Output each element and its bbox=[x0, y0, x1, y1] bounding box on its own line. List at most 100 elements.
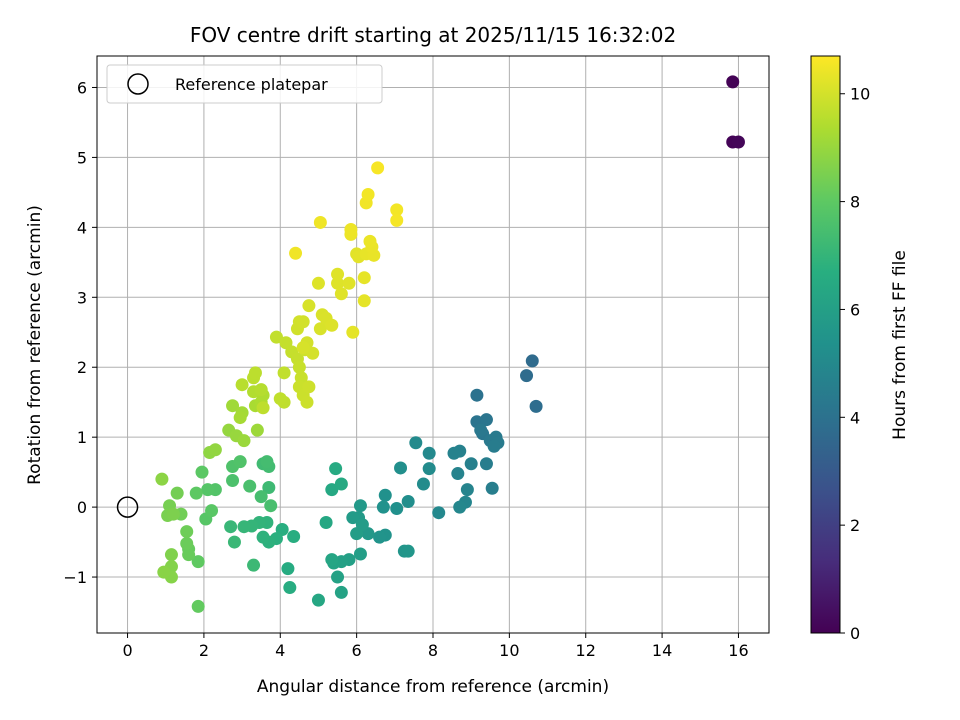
data-point bbox=[311, 593, 325, 607]
data-point bbox=[283, 581, 297, 595]
data-point bbox=[394, 461, 408, 475]
data-point bbox=[233, 411, 247, 425]
y-axis-ticks: −1 0 1 2 3 4 5 6 bbox=[63, 78, 97, 587]
x-tick-label: 0 bbox=[122, 641, 132, 660]
y-tick-label: −1 bbox=[63, 568, 87, 587]
data-point bbox=[300, 395, 314, 409]
x-tick-label: 4 bbox=[275, 641, 285, 660]
data-point bbox=[224, 520, 238, 534]
data-point bbox=[453, 500, 467, 514]
data-point bbox=[342, 276, 356, 290]
data-point bbox=[269, 330, 283, 344]
data-point bbox=[302, 380, 316, 394]
data-point bbox=[346, 511, 360, 525]
data-point bbox=[289, 246, 303, 260]
data-point bbox=[311, 276, 325, 290]
x-tick-label: 8 bbox=[428, 641, 438, 660]
data-point bbox=[474, 423, 488, 437]
colorbar: 0 2 4 6 8 10 Hours from first FF file bbox=[810, 55, 910, 643]
data-point bbox=[273, 392, 287, 406]
data-point bbox=[331, 570, 345, 584]
data-point bbox=[401, 544, 415, 558]
data-point bbox=[254, 383, 268, 397]
data-point bbox=[264, 499, 278, 513]
data-point bbox=[371, 161, 385, 175]
data-point bbox=[201, 483, 215, 497]
y-tick-label: 1 bbox=[77, 428, 87, 447]
data-point bbox=[260, 455, 274, 469]
data-point bbox=[182, 548, 196, 562]
data-points bbox=[155, 75, 745, 613]
data-point bbox=[256, 530, 270, 544]
data-point bbox=[432, 506, 446, 520]
x-axis-ticks: 0 2 4 6 8 10 12 14 16 bbox=[122, 633, 749, 660]
x-tick-label: 10 bbox=[499, 641, 519, 660]
data-point bbox=[422, 446, 436, 460]
data-point bbox=[166, 507, 180, 521]
data-point bbox=[363, 234, 377, 248]
data-point bbox=[357, 271, 371, 285]
data-point bbox=[353, 499, 367, 513]
x-axis-label: Angular distance from reference (arcmin) bbox=[257, 677, 609, 697]
y-tick-label: 4 bbox=[77, 218, 87, 237]
data-point bbox=[346, 325, 360, 339]
colorbar-tick-label: 4 bbox=[850, 408, 860, 427]
data-point bbox=[287, 529, 301, 543]
data-point bbox=[416, 477, 430, 491]
data-point bbox=[422, 462, 436, 476]
y-tick-label: 3 bbox=[77, 288, 87, 307]
data-point bbox=[325, 483, 339, 497]
y-axis-label: Rotation from reference (arcmin) bbox=[25, 205, 45, 485]
data-point bbox=[479, 457, 493, 471]
colorbar-tick-label: 0 bbox=[850, 624, 860, 643]
data-point bbox=[313, 322, 327, 336]
data-point bbox=[226, 399, 240, 413]
data-point bbox=[306, 346, 320, 360]
colorbar-tick-label: 6 bbox=[850, 300, 860, 319]
y-tick-label: 6 bbox=[77, 78, 87, 97]
data-point bbox=[464, 457, 478, 471]
data-point bbox=[155, 472, 169, 486]
data-point bbox=[313, 215, 327, 229]
data-point bbox=[485, 481, 499, 495]
data-point bbox=[731, 135, 745, 149]
data-point bbox=[180, 525, 194, 539]
data-point bbox=[350, 527, 364, 541]
data-point bbox=[195, 465, 209, 479]
data-point bbox=[281, 562, 295, 576]
x-tick-label: 16 bbox=[728, 641, 748, 660]
data-point bbox=[248, 366, 262, 380]
data-point bbox=[237, 434, 251, 448]
data-point bbox=[373, 530, 387, 544]
data-point bbox=[296, 341, 310, 355]
legend: Reference platepar bbox=[106, 64, 383, 104]
data-point bbox=[157, 565, 171, 579]
data-point bbox=[319, 515, 333, 529]
data-point bbox=[292, 360, 306, 374]
y-tick-label: 0 bbox=[77, 498, 87, 517]
y-tick-label: 5 bbox=[77, 148, 87, 167]
data-point bbox=[250, 423, 264, 437]
colorbar-tick-label: 10 bbox=[850, 85, 870, 104]
data-point bbox=[378, 488, 392, 502]
data-point bbox=[401, 495, 415, 509]
colorbar-tick-label: 2 bbox=[850, 516, 860, 535]
data-point bbox=[479, 413, 493, 427]
data-point bbox=[227, 535, 241, 549]
data-point bbox=[390, 203, 404, 217]
data-point bbox=[208, 443, 222, 457]
colorbar-label: Hours from first FF file bbox=[890, 250, 910, 440]
data-point bbox=[191, 555, 205, 569]
x-tick-label: 2 bbox=[199, 641, 209, 660]
y-tick-label: 2 bbox=[77, 358, 87, 377]
data-point bbox=[170, 486, 184, 500]
data-point bbox=[331, 276, 345, 290]
x-tick-label: 14 bbox=[652, 641, 672, 660]
grid-lines bbox=[97, 56, 769, 633]
data-point bbox=[520, 369, 534, 383]
data-point bbox=[334, 585, 348, 599]
data-point bbox=[525, 354, 539, 368]
data-point bbox=[325, 553, 339, 567]
data-point bbox=[189, 486, 203, 500]
